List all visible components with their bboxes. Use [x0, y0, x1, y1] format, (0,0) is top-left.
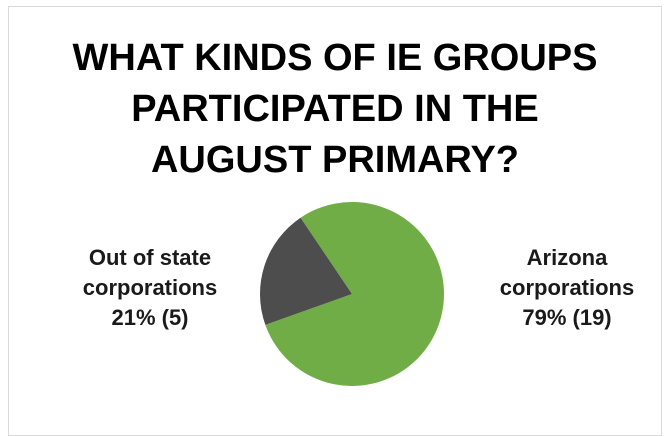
slice-label-arizona-line-2: corporations	[499, 275, 635, 300]
slice-label-arizona: Arizona corporations 79% (19)	[482, 243, 652, 333]
slice-label-out-of-state-value: 21% (5)	[111, 305, 189, 330]
slice-label-out-of-state-line-2: corporations	[82, 275, 218, 300]
slice-label-arizona-line-1: Arizona	[526, 245, 608, 270]
pie-slice-out-of-state-corporations	[260, 217, 352, 325]
chart-title: WHAT KINDS OF IE GROUPS PARTICIPATED IN …	[20, 33, 650, 186]
slice-label-out-of-state: Out of state corporations 21% (5)	[60, 243, 240, 333]
chart-title-line-2: PARTICIPATED IN THE	[131, 88, 539, 130]
pie-slice-arizona-corporations	[265, 202, 444, 386]
chart-title-line-3: AUGUST PRIMARY?	[150, 139, 520, 181]
slice-label-arizona-value: 79% (19)	[522, 305, 612, 330]
chart-title-line-1: WHAT KINDS OF IE GROUPS	[72, 37, 598, 79]
slice-label-out-of-state-line-1: Out of state	[88, 245, 212, 270]
